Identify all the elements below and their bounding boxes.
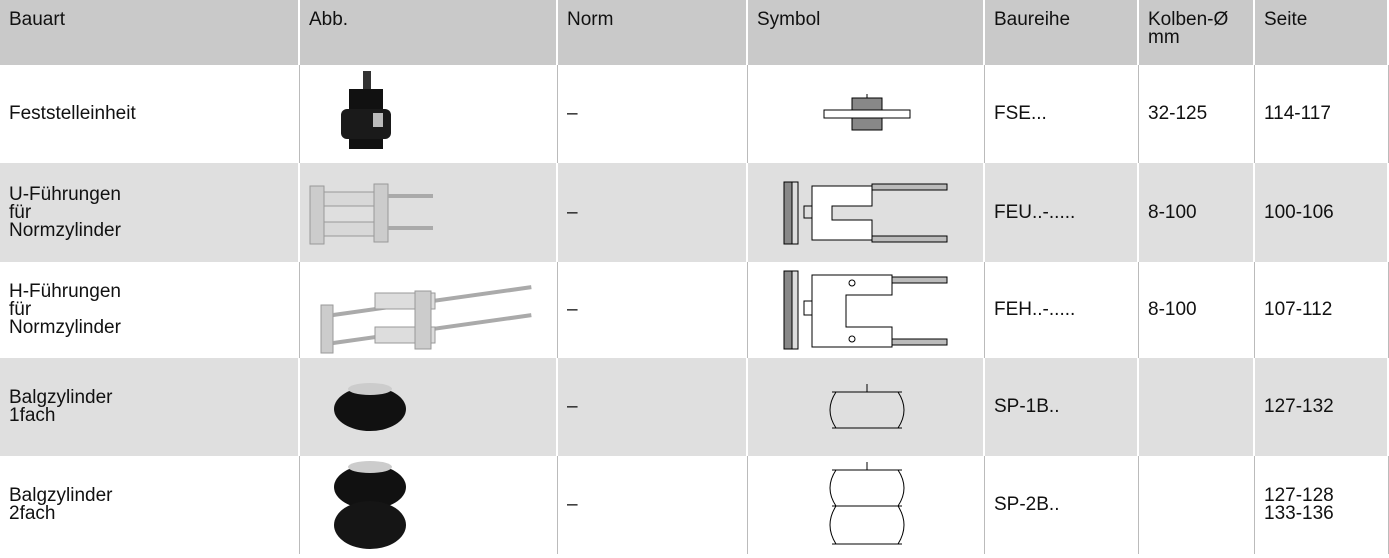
cell-text: 100-106 <box>1264 201 1334 223</box>
symbol-svg <box>783 270 947 350</box>
header-cell: Bauart <box>0 0 300 65</box>
cell-text: Baureihe <box>994 9 1071 30</box>
header-cell: Kolben-Ø mm <box>1139 0 1255 65</box>
table-cell: 107-112 <box>1255 262 1389 358</box>
product-image-svg <box>320 285 532 354</box>
symbol <box>782 180 952 251</box>
cell-text: 107-112 <box>1264 299 1333 320</box>
cell-text: Bauart <box>9 9 65 30</box>
table-cell <box>300 163 558 262</box>
table-cell: SP-1B.. <box>985 358 1139 456</box>
header-cell: Baureihe <box>985 0 1139 65</box>
cell-text: 127-128 133-136 <box>1264 485 1334 524</box>
cell-text: Symbol <box>757 9 821 30</box>
table-cell: 127-128 133-136 <box>1255 456 1389 554</box>
symbol <box>782 269 952 356</box>
product-image <box>300 178 440 253</box>
table-cell <box>748 65 985 163</box>
table-cell: 8-100 <box>1139 163 1255 262</box>
product-image <box>330 457 410 558</box>
table-cell <box>748 262 985 358</box>
table-cell: H-Führungen für Normzylinder <box>0 262 300 358</box>
cell-text: – <box>567 396 578 417</box>
header-cell: Abb. <box>300 0 558 65</box>
cell-text: U-Führungen für Normzylinder <box>9 183 121 241</box>
cell-text: – <box>567 494 578 515</box>
product-image <box>330 377 410 442</box>
product-image <box>315 265 545 360</box>
cell-text: SP-1B.. <box>994 396 1060 417</box>
table-cell: Balgzylinder 2fach <box>0 456 300 554</box>
table-cell <box>748 358 985 456</box>
cell-text: Abb. <box>309 9 349 30</box>
symbol <box>822 460 912 555</box>
cell-text: Norm <box>567 9 614 30</box>
table-cell: – <box>558 65 748 163</box>
cell-text: – <box>567 103 578 124</box>
product-image-svg <box>341 71 391 149</box>
cell-text: Kolben-Ø mm <box>1148 9 1229 48</box>
cell-text: 8-100 <box>1148 201 1197 223</box>
cell-text: – <box>567 299 578 320</box>
product-image-svg <box>334 383 406 431</box>
table-cell <box>1139 358 1255 456</box>
cell-text: FEU..-..... <box>994 201 1076 223</box>
table-cell: 32-125 <box>1139 65 1255 163</box>
table-cell <box>300 65 558 163</box>
cell-text: Seite <box>1264 9 1308 30</box>
cell-text: SP-2B.. <box>994 494 1060 515</box>
symbol-svg <box>829 462 904 545</box>
table-cell: 100-106 <box>1255 163 1389 262</box>
cell-text: FSE... <box>994 103 1047 124</box>
cell-text: 32-125 <box>1148 103 1208 124</box>
cell-text: Balgzylinder 1fach <box>9 387 113 426</box>
table-cell: 114-117 <box>1255 65 1389 163</box>
table-cell: Feststelleinheit <box>0 65 300 163</box>
cell-text: 127-132 <box>1264 396 1334 417</box>
product-image <box>335 69 405 164</box>
header-cell: Seite <box>1255 0 1389 65</box>
table-cell <box>1139 456 1255 554</box>
table-cell <box>300 262 558 358</box>
cell-text: – <box>567 201 578 223</box>
symbol <box>822 382 912 437</box>
table-cell: – <box>558 163 748 262</box>
cell-text: Feststelleinheit <box>9 103 136 124</box>
table-cell: 127-132 <box>1255 358 1389 456</box>
cell-text: FEH..-..... <box>994 299 1076 320</box>
table-cell: SP-2B.. <box>985 456 1139 554</box>
table-cell: FEH..-..... <box>985 262 1139 358</box>
symbol-svg <box>829 384 904 429</box>
table-cell: Balgzylinder 1fach <box>0 358 300 456</box>
table-cell: FSE... <box>985 65 1139 163</box>
header-cell: Symbol <box>748 0 985 65</box>
table-cell <box>748 456 985 554</box>
symbol-svg <box>783 181 947 244</box>
cell-text: Balgzylinder 2fach <box>9 485 113 524</box>
table-cell: – <box>558 358 748 456</box>
table-cell <box>300 456 558 554</box>
cell-text: H-Führungen für Normzylinder <box>9 281 121 338</box>
table-cell: U-Führungen für Normzylinder <box>0 163 300 262</box>
table-cell: – <box>558 262 748 358</box>
table-cell: 8-100 <box>1139 262 1255 358</box>
symbol-svg <box>823 94 910 131</box>
table-cell: FEU..-..... <box>985 163 1139 262</box>
header-cell: Norm <box>558 0 748 65</box>
cell-text: 114-117 <box>1264 103 1331 124</box>
symbol <box>822 94 912 139</box>
product-image-svg <box>334 461 406 549</box>
table-cell: – <box>558 456 748 554</box>
cell-text: 8-100 <box>1148 299 1197 320</box>
product-image-svg <box>309 183 433 244</box>
